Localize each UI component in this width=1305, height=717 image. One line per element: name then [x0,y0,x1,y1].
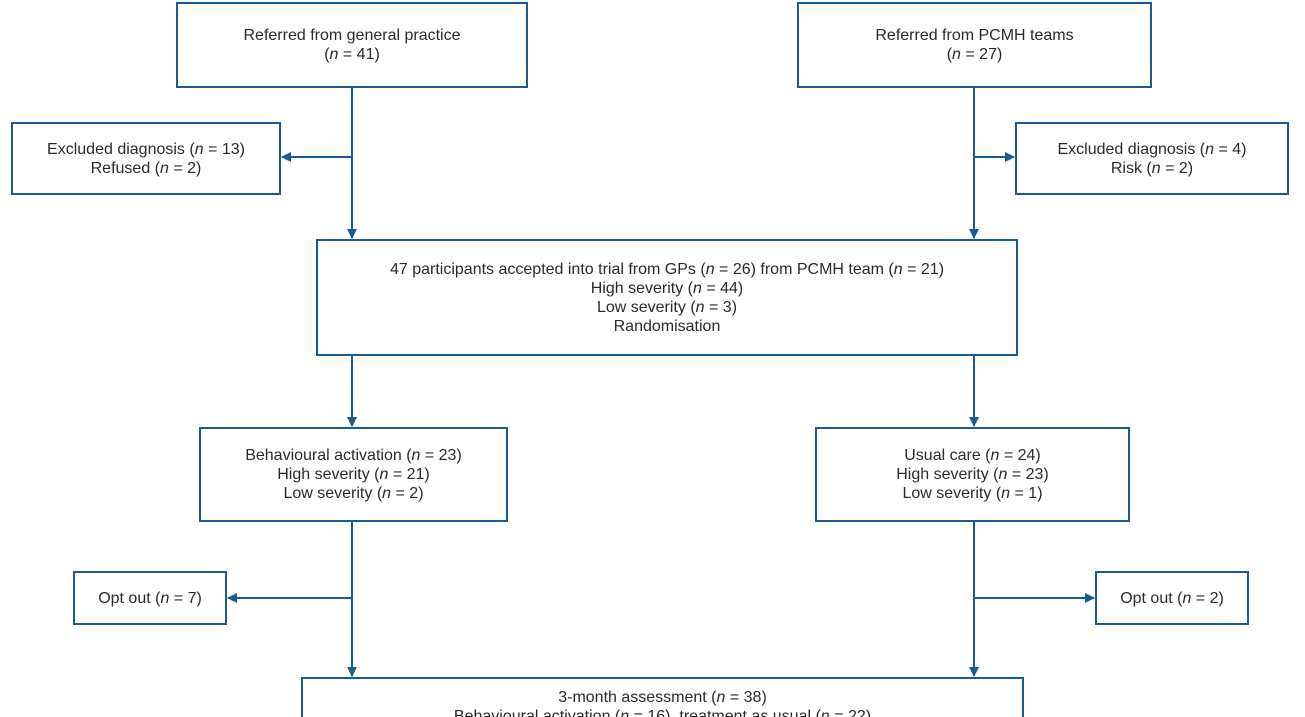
box-text-line: Referred from general practice [244,26,461,45]
italic-n: n [952,46,961,63]
text-segment: = 21) [902,260,945,278]
italic-n: n [820,708,830,717]
italic-n: n [998,466,1008,483]
text-segment: Behavioural activation ( [453,708,621,717]
text-segment: = 1) [1010,485,1043,502]
text-segment: = 2) [1191,589,1224,607]
text-segment: Excluded diagnosis ( [1057,140,1206,158]
text-segment: High severity ( [896,466,999,483]
italic-n: n [893,260,903,278]
box-text-line: Behavioural activation (n = 23) [245,446,462,465]
italic-n: n [990,447,1000,464]
text-segment: = 22) [829,708,872,717]
italic-n: n [160,159,169,177]
text-segment: = 3) [704,298,738,316]
text-segment: Opt out ( [1120,589,1183,607]
text-segment: Low severity ( [902,485,1002,502]
behavioural-activation-box: Behavioural activation (n = 23) High seve… [199,427,508,522]
italic-n: n [620,708,630,717]
three-month-assessment-box: 3-month assessment (n = 38) Behavioural a… [301,677,1024,717]
italic-n: n [1001,485,1011,502]
text-segment: 3-month assessment ( [558,689,717,706]
box-text-line: Low severity (n = 3) [597,298,737,317]
box-text-line: Low severity (n = 1) [902,484,1042,503]
box-text-line: 3-month assessment (n = 38) [558,688,767,707]
italic-n: n [705,260,715,278]
pcmh-excluded-box: Excluded diagnosis (n = 4) Risk (n = 2) [1015,122,1289,195]
text-segment: = 23) [420,447,462,464]
box-text-line: (n = 27) [947,45,1003,64]
box-text-line: Behavioural activation (n = 16), treatme… [454,707,871,717]
text-segment: Excluded diagnosis ( [47,140,195,158]
italic-n: n [716,689,726,706]
text-segment: = 13) [203,140,245,158]
box-text-line: Refused (n = 2) [91,159,202,178]
italic-n: n [1205,140,1215,158]
text-segment: ( [324,46,330,63]
italic-n: n [411,447,421,464]
pcmh-referral-box: Referred from PCMH teams (n = 27) [797,2,1152,88]
italic-n: n [379,466,389,483]
box-text-line: High severity (n = 23) [896,465,1049,484]
italic-n: n [695,298,705,316]
text-segment: Behavioural activation ( [245,447,412,464]
text-segment: High severity ( [277,466,380,483]
text-segment: Referred from general practice [243,27,461,44]
box-text-line: Referred from PCMH teams [875,26,1073,45]
box-text-line: Excluded diagnosis (n = 4) [1057,140,1246,159]
text-segment: = 27) [960,46,1003,63]
text-segment: = 21) [388,466,430,483]
text-segment: = 2) [391,485,424,502]
text-segment: Low severity ( [596,298,696,316]
text-segment: Randomisation [613,317,721,335]
box-text-line: Risk (n = 2) [1111,159,1193,178]
text-segment: Usual care ( [904,447,991,464]
gp-referral-box: Referred from general practice (n = 41) [176,2,528,88]
box-text-line: Usual care (n = 24) [904,446,1041,465]
text-segment: = 24) [999,447,1041,464]
uc-opt-out-box: Opt out (n = 2) [1095,571,1249,625]
text-segment: High severity ( [590,279,693,297]
italic-n: n [194,140,204,158]
italic-n: n [329,46,339,63]
text-segment: Risk ( [1110,159,1152,177]
accepted-randomisation-box: 47 participants accepted into trial from… [316,239,1018,356]
text-segment: = 7) [169,589,202,607]
text-segment: = 2) [168,159,202,177]
gp-excluded-box: Excluded diagnosis (n = 13) Refused (n = … [11,122,281,195]
italic-n: n [160,589,170,607]
box-text-line: Excluded diagnosis (n = 13) [47,140,245,159]
text-segment: = 38) [725,689,767,706]
text-segment: = 2) [1160,159,1194,177]
text-segment: Refused ( [90,159,160,177]
text-segment: = 4) [1214,140,1247,158]
box-text-line: High severity (n = 21) [277,465,430,484]
italic-n: n [1151,159,1161,177]
text-segment: = 41) [338,46,380,63]
box-text-line: Opt out (n = 2) [1120,589,1224,608]
text-segment: Opt out ( [98,589,161,607]
text-segment: 47 participants accepted into trial from… [389,260,706,278]
text-segment: ( [946,46,953,63]
box-text-line: High severity (n = 44) [591,279,744,298]
box-text-line: 47 participants accepted into trial from… [390,260,944,279]
text-segment: = 44) [701,279,744,297]
text-segment: = 16), treatment as usual ( [629,708,821,717]
box-text-line: Low severity (n = 2) [283,484,423,503]
italic-n: n [692,279,702,297]
text-segment: = 23) [1007,466,1049,483]
usual-care-box: Usual care (n = 24) High severity (n = 23… [815,427,1130,522]
text-segment: Referred from PCMH teams [875,27,1074,44]
text-segment: Low severity ( [283,485,383,502]
box-text-line: (n = 41) [324,45,380,64]
box-text-line: Randomisation [614,317,721,336]
box-text-line: Opt out (n = 7) [98,589,202,608]
italic-n: n [1182,589,1192,607]
italic-n: n [382,485,392,502]
text-segment: = 26) from PCMH team ( [714,260,894,278]
ba-opt-out-box: Opt out (n = 7) [73,571,227,625]
